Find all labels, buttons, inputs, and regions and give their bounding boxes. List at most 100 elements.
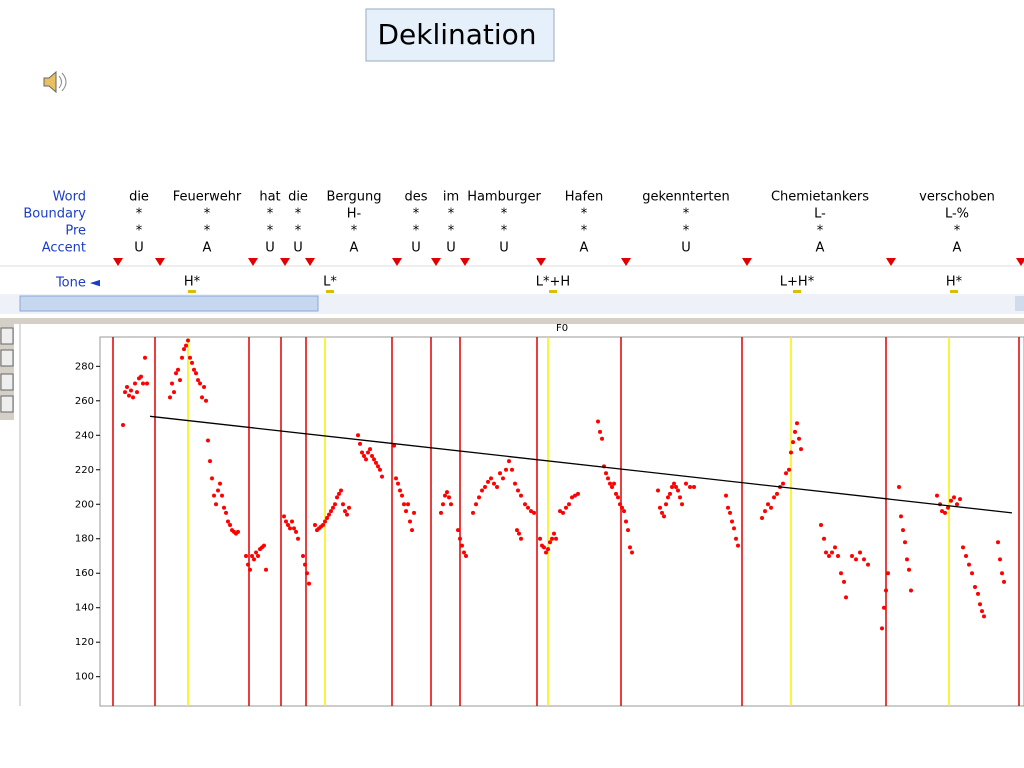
- tier-item: Bergung: [326, 190, 381, 205]
- f0-point: [477, 495, 481, 500]
- scroll-arrow[interactable]: [1015, 296, 1024, 311]
- f0-point: [844, 595, 848, 600]
- tier-item: *: [413, 224, 420, 239]
- f0-point: [131, 395, 135, 400]
- f0-point: [288, 526, 292, 531]
- f0-point: [678, 495, 682, 500]
- speaker-icon[interactable]: [43, 70, 67, 94]
- f0-point: [329, 509, 333, 514]
- f0-point: [772, 495, 776, 500]
- f0-point: [192, 367, 196, 372]
- f0-point: [515, 528, 519, 533]
- f0-point: [538, 536, 542, 541]
- f0-point: [789, 450, 793, 455]
- f0-point: [833, 545, 837, 550]
- f0-point: [618, 502, 622, 507]
- plot-title: F0: [556, 323, 568, 334]
- f0-point: [946, 505, 950, 510]
- tool-button[interactable]: [0, 349, 14, 367]
- tool-button[interactable]: [0, 373, 14, 391]
- tier-item: A: [203, 241, 212, 256]
- f0-point: [732, 526, 736, 531]
- f0-point: [489, 476, 493, 481]
- f0-point: [976, 591, 980, 596]
- f0-point: [474, 502, 478, 507]
- f0-point: [903, 540, 907, 545]
- f0-point: [978, 602, 982, 607]
- f0-point: [196, 378, 200, 383]
- f0-point: [202, 385, 206, 390]
- f0-point: [550, 536, 554, 541]
- f0-point: [598, 429, 602, 434]
- tier-item: Hamburger: [467, 190, 541, 205]
- f0-point: [190, 360, 194, 365]
- tool-button[interactable]: [0, 327, 14, 345]
- f0-point: [793, 429, 797, 434]
- title: Deklination: [377, 18, 536, 51]
- f0-point: [135, 390, 139, 395]
- tier-item: *: [295, 207, 302, 222]
- f0-point: [781, 481, 785, 486]
- f0-point: [406, 502, 410, 507]
- tone-marker: [188, 290, 196, 293]
- f0-point: [766, 502, 770, 507]
- f0-point: [303, 562, 307, 567]
- f0-point: [480, 488, 484, 493]
- f0-point: [404, 509, 408, 514]
- f0-point: [548, 540, 552, 545]
- tier-item: hat: [259, 190, 280, 205]
- f0-point: [680, 502, 684, 507]
- f0-point: [940, 509, 944, 514]
- f0-point: [897, 485, 901, 490]
- f0-point: [341, 502, 345, 507]
- f0-point: [220, 493, 224, 498]
- tier-item: im: [443, 190, 459, 205]
- f0-point: [290, 519, 294, 524]
- f0-point: [129, 388, 133, 393]
- scroll-thumb[interactable]: [19, 295, 319, 312]
- tone: H*: [946, 275, 963, 290]
- f0-point: [216, 488, 220, 493]
- f0-point: [830, 550, 834, 555]
- tier-item: *: [683, 224, 690, 239]
- f0-point: [1002, 579, 1006, 584]
- f0-point: [901, 528, 905, 533]
- tool-button[interactable]: [0, 395, 14, 413]
- tier-item: *: [448, 224, 455, 239]
- f0-point: [570, 495, 574, 500]
- f0-point: [684, 481, 688, 486]
- f0-point: [498, 471, 502, 476]
- tier-item: *: [413, 207, 420, 222]
- f0-point: [208, 459, 212, 464]
- tier-item: *: [581, 207, 588, 222]
- f0-point: [127, 393, 131, 398]
- tone-marker: [326, 290, 334, 293]
- f0-point: [462, 550, 466, 555]
- tone-marker: [549, 290, 557, 293]
- boundary-marker: [621, 258, 631, 266]
- f0-point: [200, 395, 204, 400]
- f0-point: [439, 510, 443, 515]
- tier-item: Hafen: [565, 190, 604, 205]
- f0-point: [214, 502, 218, 507]
- f0-point: [862, 557, 866, 562]
- f0-point: [368, 447, 372, 452]
- f0-point: [335, 495, 339, 500]
- f0-point: [313, 522, 317, 527]
- f0-point: [736, 543, 740, 548]
- tier-item: die: [288, 190, 308, 205]
- f0-point: [656, 488, 660, 493]
- f0-point: [967, 562, 971, 567]
- tier-item: verschoben: [919, 190, 995, 205]
- f0-point: [445, 490, 449, 495]
- f0-point: [604, 471, 608, 476]
- y-tick-label: 180: [75, 534, 94, 545]
- f0-point: [145, 381, 149, 386]
- f0-point: [510, 467, 514, 472]
- f0-point: [176, 367, 180, 372]
- f0-point: [364, 457, 368, 462]
- f0-point: [449, 502, 453, 507]
- tier-item: L-%: [945, 207, 969, 222]
- f0-point: [610, 485, 614, 490]
- f0-point: [284, 519, 288, 524]
